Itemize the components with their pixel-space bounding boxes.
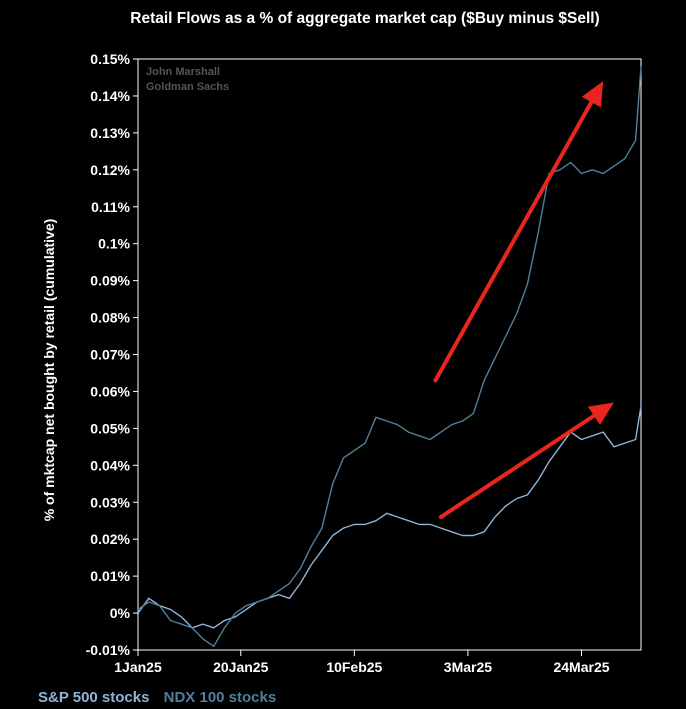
series-line-ndx100 (137, 66, 642, 647)
y-tick-label: 0.13% (90, 125, 130, 141)
y-tick-label: 0.15% (90, 51, 130, 67)
y-tick-label: 0.06% (90, 383, 130, 399)
x-axis: 1Jan25 20Jan25 10Feb25 3Mar25 24Mar25 (114, 650, 610, 675)
x-tick-label: 24Mar25 (553, 659, 609, 675)
y-tick-label: 0.12% (90, 162, 130, 178)
y-tick-label: -0.01% (86, 642, 131, 658)
y-tick-label: 0.09% (90, 273, 130, 289)
y-tick-label: 0.05% (90, 420, 130, 436)
chart-title: Retail Flows as a % of aggregate market … (130, 10, 599, 27)
x-tick-label: 10Feb25 (326, 659, 382, 675)
y-tick-label: 0.07% (90, 347, 130, 363)
y-tick-label: 0% (110, 605, 131, 621)
y-tick-label: 0.02% (90, 531, 130, 547)
annotation-arrows (433, 81, 614, 520)
x-tick-label: 1Jan25 (114, 659, 162, 675)
legend-item-sp500: S&P 500 stocks (38, 689, 150, 706)
plot-area (137, 58, 642, 651)
y-tick-label: 0.11% (91, 199, 130, 215)
series-lines (137, 66, 642, 647)
y-axis-label: % of mktcap net bought by retail (cumula… (41, 219, 57, 522)
annotation-arrow-2 (438, 402, 614, 520)
y-tick-label: 0.01% (90, 568, 130, 584)
y-tick-label: 0.03% (90, 494, 130, 510)
arrow-shaft (433, 100, 594, 383)
arrow-head (587, 402, 614, 425)
series-line-sp500 (137, 406, 642, 629)
watermark-line-1: John Marshall (146, 66, 220, 78)
arrow-shaft (438, 413, 596, 520)
y-tick-label: 0.04% (90, 457, 130, 473)
legend: S&P 500 stocks NDX 100 stocks (38, 689, 286, 706)
x-tick-label: 20Jan25 (213, 659, 268, 675)
x-tick-label: 3Mar25 (444, 659, 492, 675)
y-tick-label: 0.08% (90, 310, 130, 326)
y-tick-label: 0.1% (98, 236, 130, 252)
legend-item-ndx100: NDX 100 stocks (163, 689, 277, 706)
arrow-head (581, 81, 604, 108)
watermark-line-2: Goldman Sachs (146, 81, 229, 93)
y-tick-label: 0.14% (90, 88, 130, 104)
y-axis: -0.01% 0% 0.01% 0.02% 0.03% 0.04% 0.05% 0.06% 0.… (86, 51, 138, 658)
annotation-arrow-1 (433, 81, 604, 383)
